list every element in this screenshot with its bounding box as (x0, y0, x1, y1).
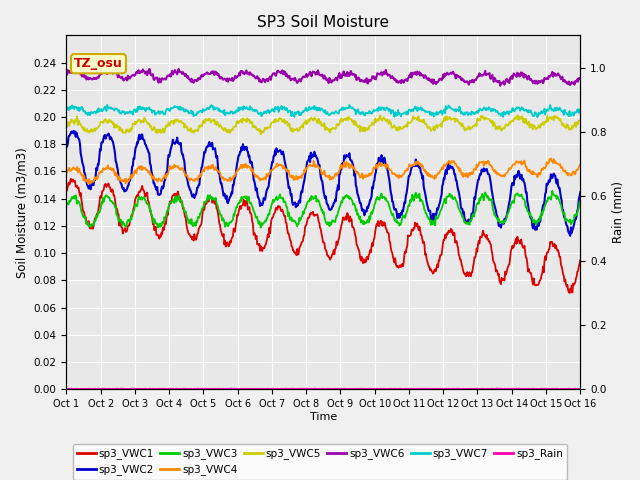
Legend: sp3_VWC1, sp3_VWC2, sp3_VWC3, sp3_VWC4, sp3_VWC5, sp3_VWC6, sp3_VWC7, sp3_Rain: sp3_VWC1, sp3_VWC2, sp3_VWC3, sp3_VWC4, … (73, 444, 567, 480)
X-axis label: Time: Time (310, 412, 337, 422)
Text: TZ_osu: TZ_osu (74, 57, 123, 70)
Y-axis label: Soil Moisture (m3/m3): Soil Moisture (m3/m3) (15, 147, 28, 278)
Y-axis label: Rain (mm): Rain (mm) (612, 181, 625, 243)
Title: SP3 Soil Moisture: SP3 Soil Moisture (257, 15, 389, 30)
